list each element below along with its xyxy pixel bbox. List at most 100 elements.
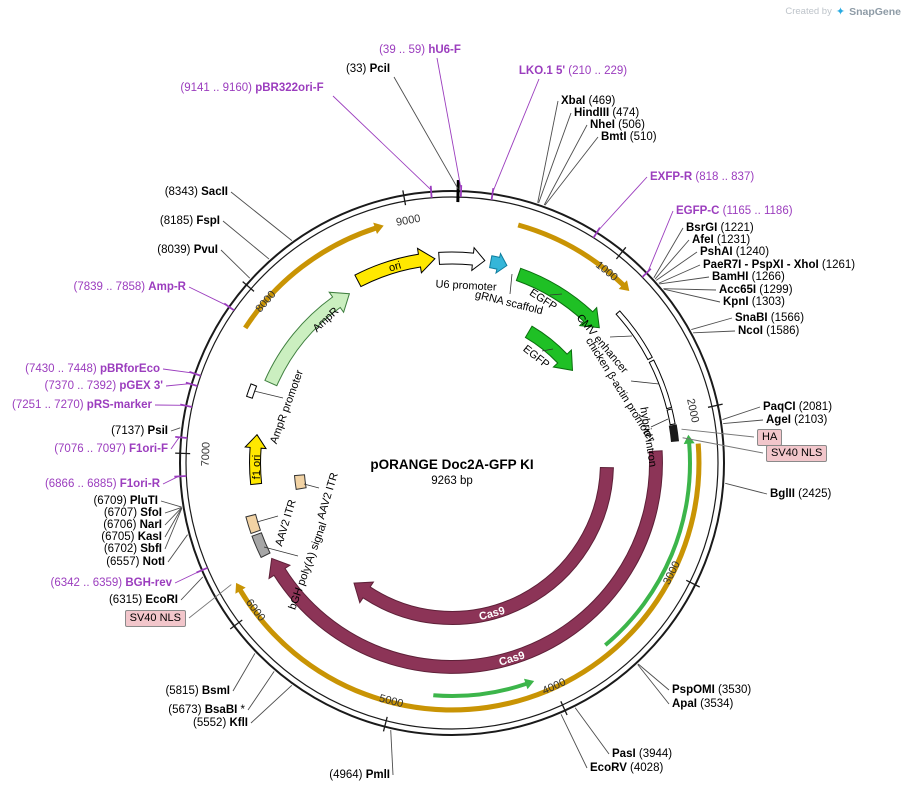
label-text: NheI <box>590 119 615 131</box>
feature-cag-arc-top-right <box>517 222 630 291</box>
feature-u6-promoter <box>438 246 486 272</box>
tick-mark <box>402 190 407 206</box>
primer-tick <box>429 185 433 198</box>
leader-line <box>164 507 182 526</box>
label-text: NcoI <box>738 325 763 337</box>
primer-label-pRS-marker: (7251 .. 7270) pRS-marker <box>12 398 152 412</box>
feature-ori <box>354 247 436 288</box>
connector-line <box>549 293 563 296</box>
feature-bgh-polya-signal <box>251 532 271 559</box>
label-text: (7076 .. 7097) <box>54 443 130 455</box>
label-text: (6866 .. 6885) <box>44 478 120 490</box>
leader-line <box>637 664 670 705</box>
label-text: (1303) <box>748 296 785 308</box>
label-text: BglII <box>770 488 795 500</box>
leader-line <box>188 584 232 619</box>
leader-line <box>230 191 293 241</box>
label-text: (1240) <box>732 246 770 258</box>
label-text: (6707) <box>103 507 141 519</box>
label-text: (1231) <box>713 234 751 246</box>
feature-grna-scaffold <box>489 252 508 275</box>
label-text: pBR322ori-F <box>255 82 324 94</box>
label-text: (1165 .. 1186) <box>719 205 793 217</box>
enzyme-label-ApaI: ApaI (3534) <box>672 697 733 711</box>
tick-mark <box>707 403 723 408</box>
label-text: BsmI <box>201 685 230 697</box>
leader-line <box>250 684 293 724</box>
leader-line <box>543 124 588 206</box>
label-text: (474) <box>609 107 640 119</box>
label-text: * <box>237 704 245 716</box>
label-text: hU6-F <box>428 44 461 56</box>
enzyme-label-KflI: (5552) KflI <box>193 716 248 730</box>
label-text: FspI <box>196 215 220 227</box>
leader-line <box>722 406 761 420</box>
tick-label: 2000 <box>684 397 701 423</box>
leader-line <box>174 570 201 584</box>
feature-green-arrow-bottom <box>433 678 535 698</box>
leader-line <box>597 176 648 232</box>
connector-line <box>303 483 320 489</box>
label-text: (506) <box>614 119 645 131</box>
label-text: SnaBI <box>735 312 768 324</box>
connector-line <box>541 348 554 352</box>
leader-line <box>655 251 698 281</box>
enzyme-label-BsrGI: BsrGI (1221) <box>686 221 754 235</box>
enzyme-label-AgeI: AgeI (2103) <box>766 413 827 427</box>
backbone-ring-inner <box>185 196 719 730</box>
label-text: BmtI <box>601 131 627 143</box>
watermark-brand: SnapGene <box>849 5 901 18</box>
feature-green-arc-right <box>604 434 695 647</box>
label-text: F1ori-F <box>129 443 168 455</box>
primer-label-F1ori-F: (7076 .. 7097) F1ori-F <box>54 442 168 456</box>
leader-line <box>436 57 462 190</box>
leader-line <box>162 368 194 374</box>
tick-mark <box>229 619 243 630</box>
label-text: PluTI <box>129 495 158 507</box>
label-text: KflI <box>229 717 248 729</box>
leader-line <box>637 663 670 691</box>
label-text: (1299) <box>756 284 793 296</box>
label-text: (6342 .. 6359) <box>50 577 126 589</box>
label-text: (469) <box>585 95 616 107</box>
label-text: (7370 .. 7392) <box>44 380 120 392</box>
primer-label-pBRforEco: (7430 .. 7448) pBRforEco <box>25 362 160 376</box>
enzyme-label-NheI: NheI (506) <box>590 118 645 132</box>
enzyme-label-EcoRI: (6315) EcoRI <box>109 593 178 607</box>
feature-ampr <box>264 291 351 387</box>
enzyme-label-SacII: (8343) SacII <box>165 185 228 199</box>
feature-cmv-enhancer <box>615 310 653 361</box>
feature-f1-ori <box>244 433 267 486</box>
leader-line <box>654 239 690 280</box>
leader-line <box>170 427 181 432</box>
enzyme-label-PasI: PasI (3944) <box>612 747 672 761</box>
label-text: (1266) <box>748 271 785 283</box>
label-text: pGEX 3' <box>119 380 163 392</box>
feature-label-AmpR: AmpR <box>310 305 342 335</box>
label-text: EGFP-C <box>676 205 720 217</box>
label-text: PshAI <box>700 246 733 258</box>
snapgene-logo-icon: ✦ <box>835 6 846 18</box>
connector-line <box>609 335 633 338</box>
primer-label-hU6-F: (39 .. 59) hU6-F <box>379 43 461 57</box>
enzyme-label-PluTI: (6709) PluTI <box>93 494 158 508</box>
connector-line <box>253 390 284 399</box>
label-text: (4028) <box>626 762 664 774</box>
label-text: EcoRV <box>590 762 627 774</box>
enzyme-label-BamHI: BamHI (1266) <box>712 270 785 284</box>
label-text: (7839 .. 7858) <box>73 281 149 293</box>
label-text: (5815) <box>165 685 202 697</box>
plasmid-size: 9263 bp <box>431 475 473 487</box>
label-text: KpnI <box>723 296 749 308</box>
label-text: (6706) <box>103 519 140 531</box>
tick-mark <box>685 579 700 588</box>
feature-egfp-inner <box>524 325 574 372</box>
leader-line <box>167 534 188 563</box>
leader-line <box>653 227 684 278</box>
label-text: (1566) <box>767 312 805 324</box>
feature-aav2-itr-2 <box>293 474 307 490</box>
label-text: Acc65I <box>719 284 757 296</box>
enzyme-label-HindIII: HindIII (474) <box>574 106 639 120</box>
enzyme-label-SfoI: (6707) SfoI <box>104 506 162 520</box>
enzyme-label-BglII: BglII (2425) <box>770 487 831 501</box>
